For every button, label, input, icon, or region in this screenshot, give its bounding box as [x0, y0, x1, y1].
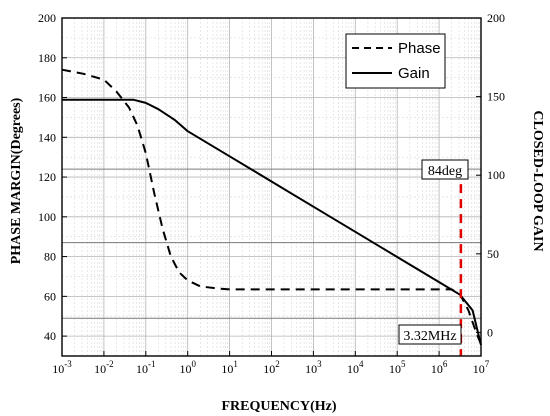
tick-labels: 10-3 10-2 10-1 100 101 102 103 104 105 106 107 40 60…: [38, 11, 505, 376]
x-tick-label: 104: [347, 359, 364, 376]
y-left-tick-label: 160: [38, 91, 56, 105]
y-left-tick-label: 80: [44, 250, 56, 264]
y-axis-left-title: PHASE MARGIN(Degrees): [9, 97, 24, 264]
legend: Phase Gain: [345, 33, 446, 89]
x-tick-label: 101: [221, 359, 238, 376]
annotations: 84deg 3.32MHz: [398, 159, 469, 345]
y-left-tick-label: 60: [44, 289, 56, 303]
y-left-tick-label: 140: [38, 130, 56, 144]
x-axis-title: FREQUENCY(Hz): [221, 399, 336, 414]
y-axis-right-title: CLOSED-LOOP GAIN: [530, 110, 545, 251]
series: [61, 68, 482, 346]
y-right-tick-label: 0: [487, 325, 493, 339]
legend-phase-label: Phase: [398, 40, 441, 57]
y-right-tick-label: 100: [487, 168, 505, 182]
x-tick-label: 107: [473, 359, 490, 376]
reference-lines: [62, 168, 481, 319]
legend-gain-label: Gain: [398, 65, 430, 82]
y-right-tick-label: 200: [487, 11, 505, 25]
y-left-tick-label: 40: [44, 329, 56, 343]
x-tick-label: 103: [305, 359, 322, 376]
annotation-84deg-box: [421, 159, 469, 180]
y-left-tick-label: 120: [38, 170, 56, 184]
y-left-tick-label: 200: [38, 11, 56, 25]
x-tick-label: 10-3: [52, 359, 72, 376]
legend-box: [345, 33, 446, 89]
x-tick-label: 10-1: [136, 359, 156, 376]
annotation-freq: 3.32MHz: [403, 329, 456, 344]
x-tick-label: 100: [179, 359, 196, 376]
y-right-tick-label: 50: [487, 247, 499, 261]
annotation-freq-box: [398, 324, 462, 345]
y-left-tick-label: 100: [38, 210, 56, 224]
x-tick-label: 106: [431, 359, 448, 376]
x-tick-label: 10-2: [94, 359, 114, 376]
x-tick-label: 102: [263, 359, 280, 376]
y-left-tick-label: 180: [38, 51, 56, 65]
y-right-tick-label: 150: [487, 90, 505, 104]
annotation-84deg: 84deg: [428, 164, 462, 179]
x-tick-label: 105: [389, 359, 406, 376]
ticks: [61, 17, 482, 356]
series-line-gain: [62, 98, 482, 346]
